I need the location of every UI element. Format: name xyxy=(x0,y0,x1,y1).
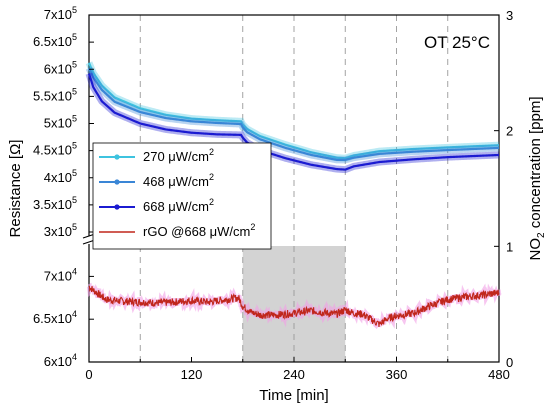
subscript-2: 2 xyxy=(536,232,547,238)
x-tick-label-3: 360 xyxy=(386,367,408,382)
series-line-4 xyxy=(88,285,500,327)
x-tick-labels: 0 120 240 360 480 xyxy=(85,367,509,382)
y-right-tick-label-1: 1 xyxy=(506,239,513,254)
y-left-axis-title: Resistance [Ω] xyxy=(7,140,24,238)
y-right-tick-label-2: 2 xyxy=(506,124,513,139)
y-left-tick-labels: 3x105 3.5x105 4x105 4.5x105 5x105 5.5x105 6x10… xyxy=(33,5,77,369)
legend-marker-1 xyxy=(114,154,120,160)
x-tick-label-2: 240 xyxy=(283,367,305,382)
y-upper-tick-label-3: 4.5x105 xyxy=(33,141,77,158)
y-upper-tick-label-1: 3.5x105 xyxy=(33,195,77,212)
y-right-tick-label-0: 0 xyxy=(506,355,513,370)
legend-label-2: 468 μW/cm2 xyxy=(143,172,214,189)
y-upper-tick-label-5: 5.5x105 xyxy=(33,86,77,103)
legend: 270 μW/cm2 468 μW/cm2 668 μW/cm2 rGO @668 μ… xyxy=(92,142,272,250)
series-line-3 xyxy=(87,73,500,171)
x-tick-label-1: 120 xyxy=(181,367,203,382)
break-gap xyxy=(85,236,93,244)
y-upper-tick-label-8: 7x105 xyxy=(44,5,77,22)
x-tick-label-0: 0 xyxy=(85,367,92,382)
y-lower-tick-label-1: 6.5x104 xyxy=(33,309,77,326)
x-axis-title: Time [min] xyxy=(259,387,328,404)
y-upper-tick-label-0: 3x105 xyxy=(44,222,77,239)
legend-label-4: rGO @668 μW/cm2 xyxy=(143,222,255,239)
y-upper-tick-label-4: 5x105 xyxy=(44,114,77,131)
y-right-axis-title: NO2 concentration [ppm] xyxy=(527,97,547,261)
series-group xyxy=(85,61,502,330)
temperature-annotation: OT 25°C xyxy=(424,33,490,52)
legend-label-1: 270 μW/cm2 xyxy=(143,147,214,164)
y-right-tick-labels: 0 1 2 3 xyxy=(506,8,513,370)
series-line-1 xyxy=(87,62,500,160)
y-lower-tick-label-0: 6x104 xyxy=(44,352,77,369)
legend-marker-2 xyxy=(114,179,120,185)
y-upper-tick-label-7: 6.5x105 xyxy=(33,32,77,49)
axis-ticks xyxy=(88,14,500,363)
x-tick-label-4: 480 xyxy=(488,367,510,382)
y-right-tick-label-3: 3 xyxy=(506,8,513,23)
legend-label-3: 668 μW/cm2 xyxy=(143,197,214,214)
y-upper-tick-label-2: 4x105 xyxy=(44,168,77,185)
y-lower-tick-label-2: 7x104 xyxy=(44,266,77,283)
series-line-2 xyxy=(88,67,500,161)
y-upper-tick-label-6: 6x105 xyxy=(44,59,77,76)
legend-marker-3 xyxy=(114,204,120,210)
